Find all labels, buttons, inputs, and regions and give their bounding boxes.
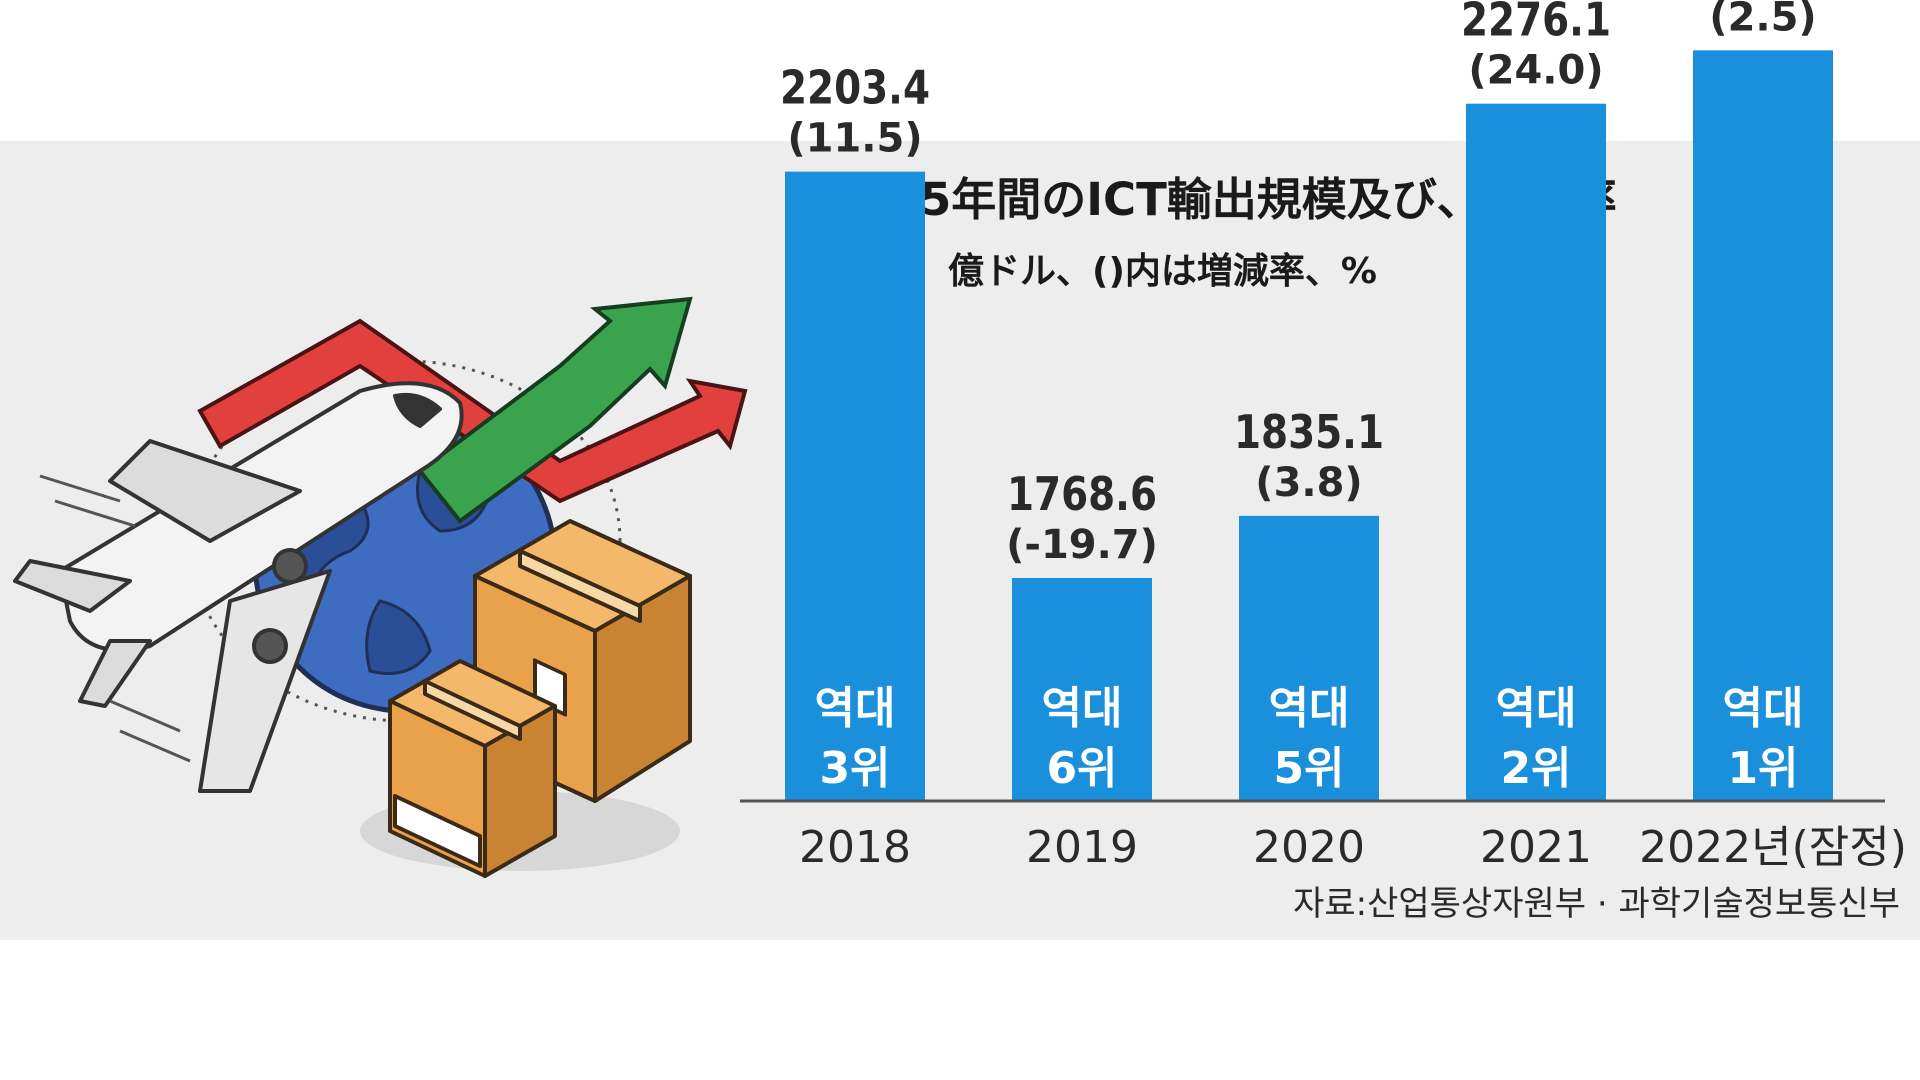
speed-lines <box>39 474 191 763</box>
x-tick-label: 2020 <box>1253 822 1365 873</box>
x-tick-label: 2018 <box>799 822 911 873</box>
rank-label-line1: 역대 <box>1042 683 1123 734</box>
airplane-icon <box>13 381 464 793</box>
large-cardboard-box-icon <box>473 519 692 803</box>
change-label: (2.5) <box>1709 0 1816 40</box>
value-label: 2276.1 <box>1461 0 1611 47</box>
rank-label-line2: 3위 <box>819 743 890 794</box>
bar-2018 <box>785 171 925 801</box>
change-label: (-19.7) <box>1006 522 1158 568</box>
change-label: (11.5) <box>787 116 922 162</box>
bars-layer: 2203.4(11.5)역대3위1768.6(-19.7)역대6위1835.1(… <box>780 0 1833 801</box>
bar-2021 <box>1466 103 1606 801</box>
x-tick-label: 2022년(잠정) <box>1639 822 1907 873</box>
change-label: (24.0) <box>1468 48 1603 94</box>
rank-label-line2: 1위 <box>1727 743 1798 794</box>
small-cardboard-box-icon <box>388 659 557 878</box>
green-trend-arrow-icon <box>417 296 693 524</box>
source-note: 자료:산업통상자원부 · 과학기술정보통신부 <box>1293 884 1900 924</box>
rank-label-line2: 2위 <box>1500 743 1571 794</box>
value-label: 2203.4 <box>780 61 930 115</box>
value-label: 1835.1 <box>1234 405 1384 459</box>
change-label: (3.8) <box>1255 460 1362 506</box>
x-tick-label: 2021 <box>1480 822 1592 873</box>
bar-2022년(잠정) <box>1693 50 1833 801</box>
chart-subtitle: 単位：億ドル、()内は増減率、% <box>840 251 1377 292</box>
rank-label-line2: 5위 <box>1273 743 1344 794</box>
rank-label-line1: 역대 <box>1723 683 1804 734</box>
bar-2019 <box>1012 578 1152 801</box>
rank-label-line1: 역대 <box>815 683 896 734</box>
value-label: 1768.6 <box>1007 467 1157 521</box>
bar-2020 <box>1239 515 1379 801</box>
rank-label-line1: 역대 <box>1269 683 1350 734</box>
rank-label-line2: 6위 <box>1046 743 1117 794</box>
x-tick-label: 2019 <box>1026 822 1138 873</box>
x-tick-labels: 2018 2019 2020 2021 2022년(잠정) <box>799 822 1907 873</box>
rank-label-line1: 역대 <box>1496 683 1577 734</box>
airplane-globe-boxes-illustration <box>13 296 748 878</box>
